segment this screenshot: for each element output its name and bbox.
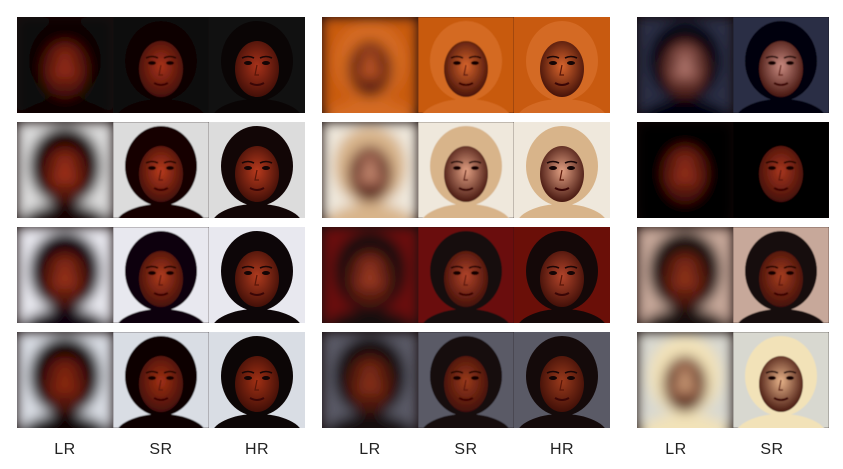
face-image-lr: [637, 122, 733, 218]
face-image-lr: [637, 332, 733, 428]
face-portrait: [514, 332, 610, 428]
column-label-hr: HR: [549, 441, 575, 458]
column-label-lr: LR: [54, 441, 76, 458]
column-label-lr: LR: [665, 441, 687, 458]
face-portrait: [733, 17, 829, 113]
face-portrait: [113, 17, 209, 113]
face-portrait: [322, 332, 418, 428]
face-portrait: [418, 227, 514, 323]
face-image-lr: [637, 17, 733, 113]
face-portrait: [17, 332, 113, 428]
face-portrait: [733, 332, 829, 428]
face-image-lr: [322, 227, 418, 323]
face-portrait: [637, 332, 733, 428]
face-portrait: [209, 122, 305, 218]
face-image-sr: [113, 122, 209, 218]
face-portrait: [418, 332, 514, 428]
face-portrait: [113, 227, 209, 323]
face-image-lr: [637, 227, 733, 323]
face-image-lr: [17, 17, 113, 113]
face-image-hr: [209, 227, 305, 323]
face-image-sr: [113, 227, 209, 323]
face-portrait: [514, 227, 610, 323]
face-image-sr: [733, 332, 829, 428]
face-image-sr: [733, 17, 829, 113]
face-portrait: [17, 17, 113, 113]
face-portrait: [637, 17, 733, 113]
face-portrait: [733, 227, 829, 323]
face-image-sr: [733, 122, 829, 218]
face-portrait: [733, 122, 829, 218]
face-portrait: [418, 122, 514, 218]
column-label-sr: SR: [149, 441, 173, 458]
face-portrait: [17, 227, 113, 323]
face-image-lr: [17, 332, 113, 428]
face-image-lr: [322, 17, 418, 113]
face-image-lr: [17, 227, 113, 323]
face-image-sr: [418, 332, 514, 428]
face-portrait: [209, 17, 305, 113]
face-portrait: [637, 227, 733, 323]
face-portrait: [322, 122, 418, 218]
face-portrait: [637, 122, 733, 218]
face-image-hr: [209, 17, 305, 113]
face-image-lr: [322, 332, 418, 428]
column-label-sr: SR: [454, 441, 478, 458]
face-image-hr: [514, 332, 610, 428]
face-portrait: [113, 332, 209, 428]
face-image-lr: [17, 122, 113, 218]
face-image-sr: [418, 17, 514, 113]
face-portrait: [322, 17, 418, 113]
column-label-lr: LR: [359, 441, 381, 458]
face-image-hr: [209, 332, 305, 428]
face-image-sr: [113, 17, 209, 113]
face-portrait: [514, 17, 610, 113]
column-label-sr: SR: [760, 441, 784, 458]
face-image-hr: [514, 122, 610, 218]
face-image-sr: [418, 227, 514, 323]
face-image-hr: [209, 122, 305, 218]
face-portrait: [514, 122, 610, 218]
face-image-lr: [322, 122, 418, 218]
face-portrait: [17, 122, 113, 218]
face-portrait: [113, 122, 209, 218]
face-image-hr: [514, 227, 610, 323]
face-portrait: [418, 17, 514, 113]
face-image-sr: [113, 332, 209, 428]
face-image-sr: [418, 122, 514, 218]
column-label-hr: HR: [244, 441, 270, 458]
face-image-hr: [514, 17, 610, 113]
face-portrait: [209, 227, 305, 323]
face-image-sr: [733, 227, 829, 323]
face-portrait: [209, 332, 305, 428]
face-portrait: [322, 227, 418, 323]
